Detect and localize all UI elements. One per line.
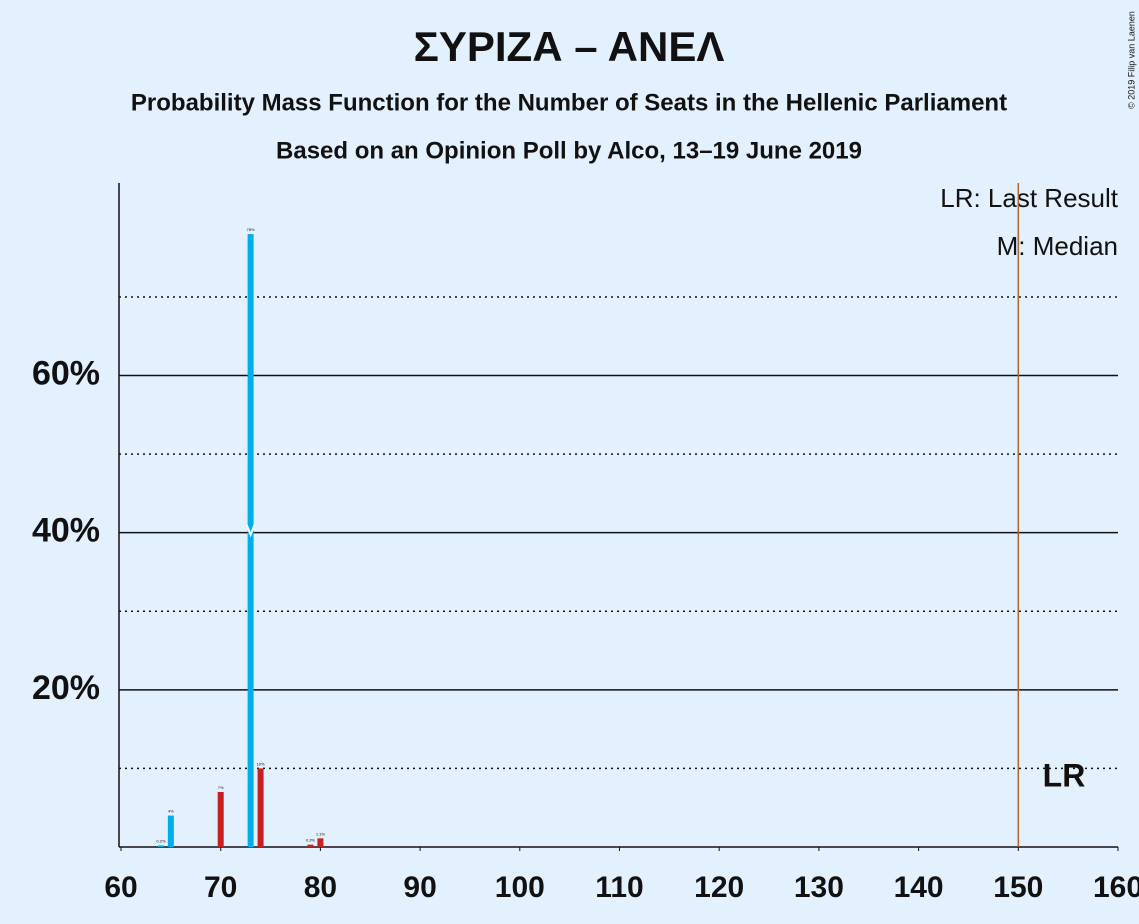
legend-entry: LR: Last Result	[940, 183, 1119, 213]
data-label: 1.1%	[316, 831, 326, 836]
y-tick-label: 20%	[32, 669, 100, 707]
chart-subtitle: Probability Mass Function for the Number…	[131, 89, 1007, 116]
y-tick-label: 60%	[32, 355, 100, 393]
last-result-label: LR	[1043, 757, 1086, 793]
data-label: 10%	[257, 761, 265, 766]
bar	[217, 791, 224, 847]
x-tick-label: 130	[794, 871, 844, 904]
bar	[247, 234, 254, 848]
data-label: 7%	[218, 785, 224, 790]
bar	[167, 815, 174, 847]
data-label: 0.2%	[156, 838, 166, 843]
x-tick-label: 140	[894, 871, 944, 904]
x-tick-label: 70	[204, 871, 237, 904]
data-label: 4%	[168, 809, 174, 814]
data-label: 78%	[247, 227, 255, 232]
x-tick-label: 120	[694, 871, 744, 904]
x-tick-label: 160	[1093, 871, 1139, 904]
chart-title: ΣΥΡΙΖΑ – ΑΝΕΛ	[414, 23, 725, 70]
x-tick-label: 60	[104, 871, 137, 904]
median-marker	[245, 524, 256, 538]
x-tick-label: 110	[595, 871, 643, 904]
bar	[317, 838, 324, 847]
x-tick-label: 100	[495, 871, 545, 904]
bar	[157, 845, 164, 847]
chart-subtitle: Based on an Opinion Poll by Alco, 13–19 …	[276, 137, 862, 164]
x-tick-label: 150	[993, 871, 1043, 904]
bar	[257, 768, 264, 847]
legend-entry: M: Median	[997, 231, 1118, 261]
x-tick-label: 80	[304, 871, 337, 904]
x-tick-label: 90	[403, 871, 436, 904]
bar	[307, 844, 314, 847]
data-label: 0.3%	[306, 838, 316, 843]
y-tick-label: 40%	[32, 512, 100, 550]
copyright: © 2019 Filip van Laenen	[1126, 11, 1136, 109]
